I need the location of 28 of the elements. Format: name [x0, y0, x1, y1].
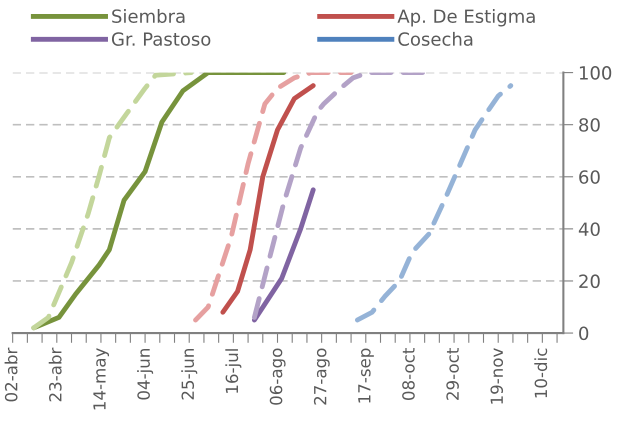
- y-tick-label: 0: [579, 326, 588, 340]
- x-tick-label: 08-oct: [402, 348, 415, 400]
- x-tick-label: 16-jul: [225, 349, 242, 393]
- line-series: [354, 83, 514, 322]
- line-series: [220, 83, 316, 315]
- legend-label: Ap. De Estigma: [397, 9, 535, 26]
- x-tick-label: 23-abr: [48, 348, 62, 402]
- x-tick-label: 17-sep: [358, 348, 374, 403]
- x-tick-label: 25-jun: [181, 349, 198, 400]
- line-series: [31, 72, 194, 330]
- y-tick-label: 60: [579, 170, 600, 184]
- y-tick-label: 100: [580, 66, 612, 80]
- line-series: [252, 187, 316, 322]
- y-tick-label: 80: [579, 118, 600, 132]
- x-tick-label: 14-may: [93, 348, 110, 410]
- legend-label: Cosecha: [398, 32, 472, 46]
- y-tick-label: 20: [579, 274, 600, 288]
- x-tick-label: 27-ago: [314, 348, 330, 405]
- line-series: [193, 72, 354, 322]
- x-tick-label: 06-ago: [270, 348, 286, 405]
- x-tick-label: 29-oct: [446, 348, 459, 400]
- legend-label: Gr. Pastoso: [112, 32, 210, 46]
- x-tick-label: 19-nov: [490, 348, 504, 404]
- y-tick-label: 40: [578, 222, 600, 236]
- x-tick-label: 04-jun: [137, 349, 154, 400]
- legend-label: Siembra: [112, 9, 184, 24]
- x-tick-label: 02-abr: [4, 348, 18, 402]
- x-tick-label: 10-dic: [534, 348, 548, 398]
